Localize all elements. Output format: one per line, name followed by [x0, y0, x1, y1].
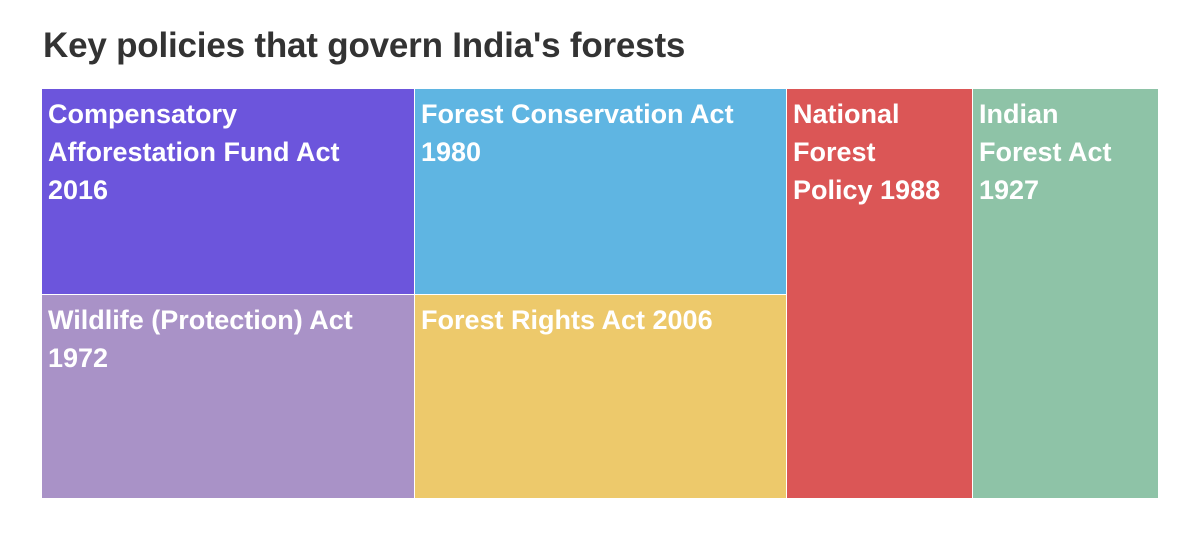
tile-forest-rights-act: Forest Rights Act 2006: [415, 295, 787, 499]
tile-wildlife-protection-act: Wildlife (Protection) Act 1972: [42, 295, 415, 499]
chart-title: Key policies that govern India's forests: [43, 26, 686, 65]
tile-label: Indian Forest Act 1927: [979, 99, 1112, 205]
tile-label: Compensatory Afforestation Fund Act 2016: [48, 99, 340, 205]
tile-label: Forest Conservation Act 1980: [421, 99, 734, 167]
tile-compensatory-afforestation-fund-act: Compensatory Afforestation Fund Act 2016: [42, 89, 415, 295]
tile-label: Forest Rights Act 2006: [421, 305, 713, 335]
tile-indian-forest-act: Indian Forest Act 1927: [973, 89, 1159, 499]
tile-label: Wildlife (Protection) Act 1972: [48, 305, 353, 373]
tile-label: National Forest Policy 1988: [793, 99, 941, 205]
treemap: Compensatory Afforestation Fund Act 2016…: [42, 89, 1159, 499]
tile-national-forest-policy: National Forest Policy 1988: [787, 89, 973, 499]
tile-forest-conservation-act: Forest Conservation Act 1980: [415, 89, 787, 295]
